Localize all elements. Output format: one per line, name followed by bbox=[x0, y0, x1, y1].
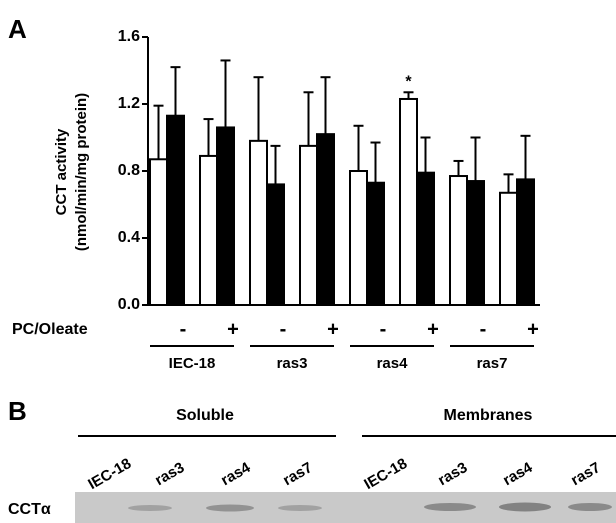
y-axis-label: CCT activity bbox=[53, 128, 70, 215]
bar bbox=[467, 181, 484, 305]
bar bbox=[150, 159, 167, 305]
bar bbox=[517, 179, 534, 305]
x-tick-label: + bbox=[327, 318, 339, 340]
bar bbox=[417, 173, 434, 305]
x-tick-label: + bbox=[427, 318, 439, 340]
bar bbox=[200, 156, 217, 305]
lane-label: ras7 bbox=[280, 459, 315, 489]
bar bbox=[500, 193, 517, 305]
x-tick-label: + bbox=[227, 318, 239, 340]
figure: A B CCT activity (nmol/min/mg protein) P… bbox=[0, 0, 616, 523]
bar bbox=[317, 134, 334, 305]
y-tick-label: 0.8 bbox=[118, 162, 140, 179]
lane-label: ras7 bbox=[568, 459, 603, 489]
group-label: ras4 bbox=[377, 355, 409, 372]
section-label: Soluble bbox=[176, 407, 234, 424]
group-label: ras7 bbox=[477, 355, 508, 372]
annotation: * bbox=[405, 73, 412, 90]
y-tick-label: 1.6 bbox=[118, 28, 140, 45]
row-label: CCTα bbox=[8, 501, 51, 518]
panel-label: A bbox=[8, 14, 27, 44]
group-label: ras3 bbox=[277, 355, 308, 372]
bar bbox=[400, 99, 417, 305]
lane-label: IEC-18 bbox=[85, 455, 134, 493]
section-label: Membranes bbox=[444, 407, 533, 424]
bar bbox=[367, 183, 384, 305]
y-tick-label: 1.2 bbox=[118, 95, 140, 112]
y-axis-label: (nmol/min/mg protein) bbox=[73, 93, 90, 251]
lane-label: ras3 bbox=[435, 459, 470, 489]
bar bbox=[217, 127, 234, 305]
panel-label: B bbox=[8, 396, 27, 426]
bar bbox=[450, 176, 467, 305]
lane-label: ras3 bbox=[152, 459, 187, 489]
lane-label: ras4 bbox=[218, 459, 254, 489]
x-row-label: PC/Oleate bbox=[12, 321, 88, 338]
y-tick-label: 0.0 bbox=[118, 296, 140, 313]
bar bbox=[267, 184, 284, 305]
bar bbox=[167, 116, 184, 305]
lane-label: IEC-18 bbox=[361, 455, 410, 493]
bar bbox=[250, 141, 267, 305]
bar bbox=[350, 171, 367, 305]
y-tick-label: 0.4 bbox=[118, 229, 140, 246]
x-tick-label: - bbox=[180, 318, 187, 340]
x-tick-label: + bbox=[527, 318, 539, 340]
x-tick-label: - bbox=[380, 318, 387, 340]
x-tick-label: - bbox=[280, 318, 287, 340]
bar bbox=[300, 146, 317, 305]
lane-label: ras4 bbox=[500, 459, 536, 489]
x-tick-label: - bbox=[480, 318, 487, 340]
group-label: IEC-18 bbox=[169, 355, 216, 372]
